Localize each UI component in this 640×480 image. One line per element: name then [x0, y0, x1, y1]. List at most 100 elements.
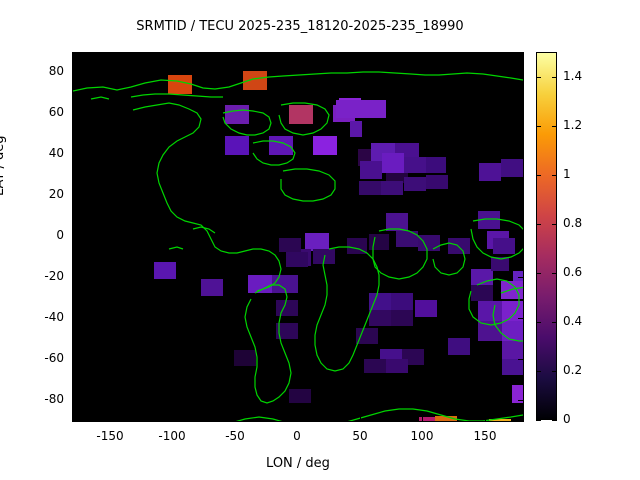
heatmap-cell [225, 105, 249, 124]
y-axis-tick [72, 359, 77, 360]
heatmap-cell [279, 238, 301, 252]
colorbar-tick-label: 0.4 [563, 314, 583, 328]
y-axis-tick [518, 359, 523, 360]
y-axis-tick [72, 154, 77, 155]
y-axis-tick-label: 60 [48, 105, 64, 119]
heatmap-cell [418, 235, 440, 251]
heatmap-cell [336, 100, 386, 118]
heatmap-cell [286, 252, 308, 267]
heatmap-cell [313, 136, 337, 155]
colorbar-tick [552, 224, 557, 225]
y-axis-tick [72, 400, 77, 401]
x-axis-tick-label: -50 [225, 429, 245, 443]
y-axis-tick [72, 72, 77, 73]
x-axis-tick [422, 416, 423, 421]
x-axis-tick [172, 416, 173, 421]
heatmap-cell [478, 211, 500, 229]
x-axis-tick-label: 50 [352, 429, 368, 443]
colorbar-tick [536, 77, 541, 78]
y-axis-tick-label: 40 [48, 146, 64, 160]
y-axis-tick [518, 195, 523, 196]
heatmap-cell [426, 157, 446, 173]
x-axis-tick-label: -100 [158, 429, 186, 443]
page-title: SRMTID / TECU 2025-235_18120-2025-235_18… [136, 19, 464, 34]
x-axis-tick [110, 52, 111, 57]
colorbar-tick-label: 1.2 [563, 118, 583, 132]
heatmap-cell [276, 323, 298, 339]
colorbar-tick [552, 77, 557, 78]
heatmap-cell [391, 293, 413, 310]
heatmap-cell [502, 321, 523, 341]
colorbar-tick [536, 273, 541, 274]
heatmap-cell [381, 181, 403, 195]
heatmap-cell [471, 285, 493, 301]
heatmap-cell [415, 300, 437, 317]
x-axis-tick-label: -150 [96, 429, 124, 443]
heatmap-cell [201, 279, 223, 296]
heatmap-cell [289, 105, 313, 124]
y-axis-tick-label: 20 [48, 187, 64, 201]
colorbar-tick [536, 322, 541, 323]
y-axis-tick [72, 277, 77, 278]
heatmap-cell [289, 389, 311, 403]
colorbar-tick [552, 273, 557, 274]
heatmap-cell [154, 262, 176, 279]
heatmap-cell [501, 281, 523, 299]
heatmap-cell [276, 300, 298, 316]
heatmap-cell [471, 269, 493, 286]
y-axis-tick [518, 72, 523, 73]
y-axis-tick [72, 318, 77, 319]
heatmap-cell [426, 175, 448, 189]
x-axis-tick [360, 416, 361, 421]
heatmap-cell [391, 310, 413, 326]
heatmap-cell [364, 359, 386, 373]
colorbar-tick [552, 126, 557, 127]
x-axis-tick [360, 52, 361, 57]
x-axis-tick [235, 416, 236, 421]
x-axis-tick-label: 0 [293, 429, 301, 443]
x-axis-tick [110, 416, 111, 421]
heatmap-cell [448, 338, 470, 355]
x-axis-tick [422, 52, 423, 57]
y-axis-tick-label: -80 [44, 392, 64, 406]
y-axis-title: LAT / deg [0, 135, 7, 196]
colorbar-tick [536, 420, 541, 421]
heatmap-cell [313, 249, 335, 264]
heatmap-cell [448, 238, 470, 254]
colorbar-tick-label: 0.8 [563, 216, 583, 230]
heatmap-cell [493, 238, 515, 254]
y-axis-tick [72, 195, 77, 196]
y-axis-tick-label: 80 [48, 64, 64, 78]
heatmap-cell [225, 136, 249, 155]
x-axis-tick-label: 150 [473, 429, 497, 443]
heatmap-cell [369, 293, 391, 310]
y-axis-tick [518, 113, 523, 114]
y-axis-tick [72, 113, 77, 114]
colorbar[interactable]: 1.4 1.2 1 0.8 0.6 0.4 0.2 0 [536, 52, 582, 426]
heatmap-cell [269, 136, 293, 155]
heatmap-cell [382, 153, 404, 173]
heatmap-cell [360, 161, 382, 179]
map-plot-area[interactable] [72, 52, 524, 422]
colorbar-tick [536, 175, 541, 176]
colorbar-gradient [536, 52, 557, 420]
heatmap-cell [502, 341, 523, 359]
colorbar-tick [536, 224, 541, 225]
heatmap-cell [234, 350, 256, 366]
x-axis-tick-label: 100 [410, 429, 434, 443]
heatmap-cell [386, 213, 408, 231]
heatmap-cell [404, 177, 426, 191]
colorbar-tick [552, 322, 557, 323]
heatmap-cell [369, 234, 389, 250]
colorbar-tick-label: 0.2 [563, 363, 583, 377]
x-axis-tick [485, 52, 486, 57]
colorbar-tick [536, 126, 541, 127]
heatmap-cell [369, 310, 391, 326]
colorbar-tick-label: 1.4 [563, 69, 583, 83]
colorbar-tick-label: 0 [563, 412, 571, 426]
y-axis-tick [518, 236, 523, 237]
y-axis-tick [518, 154, 523, 155]
x-axis-tick [297, 52, 298, 57]
heatmap-cell [386, 359, 408, 373]
